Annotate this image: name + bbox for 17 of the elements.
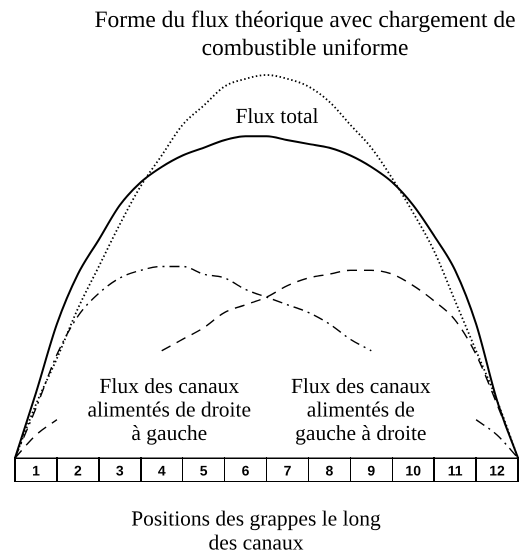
series-label: Flux total xyxy=(235,104,319,128)
x-tick-label: 3 xyxy=(116,462,124,478)
x-tick-label: 6 xyxy=(242,462,250,478)
x-tick-label: 2 xyxy=(74,462,82,478)
x-tick-label: 4 xyxy=(158,462,166,478)
x-tick-label: 11 xyxy=(448,462,463,478)
text: Flux des canaux alimentés de gauche à droite xyxy=(290,374,431,445)
x-tick-label: 12 xyxy=(489,462,506,478)
x-tick-label: 9 xyxy=(367,462,376,478)
chart-title: Forme du flux théorique avec chargement de combustible uniforme xyxy=(94,7,516,62)
x-tick-label: 7 xyxy=(284,462,292,478)
series-label: Flux des canaux alimentés de droite à gauche xyxy=(87,374,252,445)
x-axis-title: Positions des grappes le long des canaux xyxy=(131,506,382,552)
x-tick-label: 10 xyxy=(405,462,422,478)
x-tick-label: 5 xyxy=(200,462,208,478)
x-tick-label: 8 xyxy=(325,462,334,478)
x-tick-label: 1 xyxy=(32,462,40,478)
